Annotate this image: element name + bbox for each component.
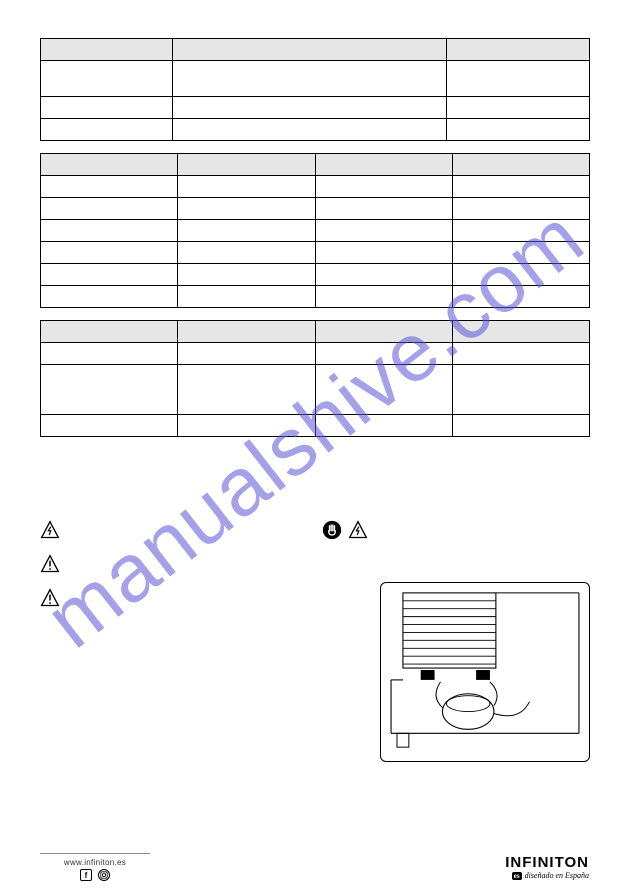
lightning-triangle-icon — [348, 520, 368, 540]
table-row — [41, 365, 590, 415]
warning-item — [322, 520, 590, 544]
left-column — [40, 520, 308, 762]
table-row — [41, 220, 590, 242]
facebook-icon: f — [80, 869, 92, 881]
t2-h1 — [41, 154, 178, 176]
warning-item — [40, 520, 308, 544]
footer-url: www.infiniton.es — [64, 858, 126, 867]
lightning-triangle-icon — [40, 520, 60, 540]
table-row — [41, 321, 590, 343]
content-area — [40, 38, 590, 449]
footer-left: www.infiniton.es f — [40, 853, 150, 881]
warning-item — [40, 554, 308, 578]
t2-h4 — [452, 154, 589, 176]
t1-h1 — [41, 39, 173, 61]
table-row — [41, 176, 590, 198]
page: manualshive.com www.infiniton.es f INFIN… — [0, 0, 629, 893]
footer-right: INFINITON esdiseñado en España — [505, 854, 589, 880]
right-column — [322, 520, 590, 762]
appliance-diagram — [380, 582, 590, 762]
table-row — [41, 39, 590, 61]
table-3 — [40, 320, 590, 437]
warning-triangle-icon — [40, 588, 60, 608]
social-icons: f — [80, 869, 110, 881]
t3-h3 — [315, 321, 452, 343]
table-row — [41, 97, 590, 119]
warning-triangle-icon — [40, 554, 60, 574]
t3-h2 — [178, 321, 315, 343]
warning-item — [40, 588, 308, 612]
brand-tagline: esdiseñado en España — [512, 871, 589, 880]
table-2 — [40, 153, 590, 308]
brand-logo: INFINITON — [505, 854, 589, 871]
instagram-icon — [98, 869, 110, 881]
t1-h3 — [447, 39, 590, 61]
table-row — [41, 154, 590, 176]
t2-h2 — [178, 154, 315, 176]
table-row — [41, 415, 590, 437]
table-row — [41, 61, 590, 97]
t2-h3 — [315, 154, 452, 176]
table-row — [41, 343, 590, 365]
t1-h2 — [172, 39, 447, 61]
table-row — [41, 264, 590, 286]
table-row — [41, 198, 590, 220]
tagline-badge: es — [512, 872, 522, 880]
tagline-text: diseñado en España — [525, 871, 589, 880]
stop-hand-circle-icon — [322, 520, 342, 540]
t3-h1 — [41, 321, 178, 343]
table-1 — [40, 38, 590, 141]
table-row — [41, 242, 590, 264]
table-row — [41, 119, 590, 141]
table-row — [41, 286, 590, 308]
t3-h4 — [452, 321, 589, 343]
footer: www.infiniton.es f INFINITON esdiseñado … — [0, 847, 629, 893]
lower-section — [40, 520, 590, 762]
